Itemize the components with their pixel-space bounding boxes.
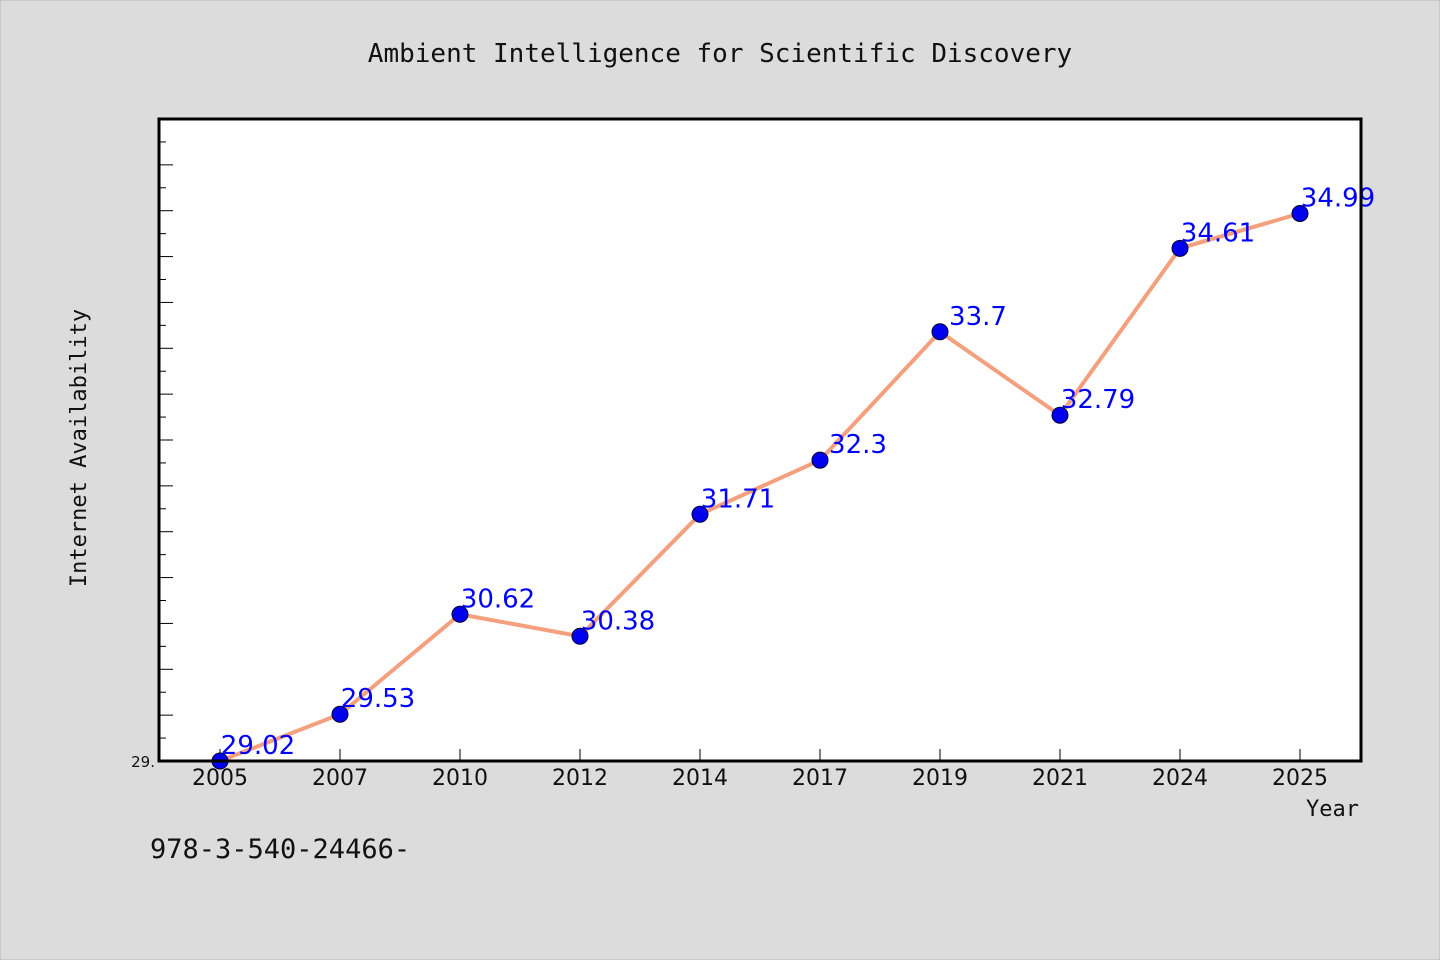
x-tick-label: 2010: [432, 766, 488, 791]
x-tick-label: 2005: [192, 766, 248, 791]
data-labels: 29.02 29.53 30.62 30.38 31.71 32.3 33.7 32.79 34…: [221, 183, 1375, 761]
x-tick-label: 2007: [312, 766, 368, 791]
y-axis-label: Internet Availability: [67, 309, 92, 587]
series-layer: [211, 204, 1309, 770]
plot-area: [159, 119, 1361, 761]
data-point: [811, 451, 829, 469]
x-tick-label: 2017: [792, 766, 848, 791]
plot-frame: [157, 117, 1363, 763]
data-point: [931, 323, 949, 341]
data-label: 34.61: [1181, 218, 1255, 248]
x-tick-label: 2019: [912, 766, 968, 791]
data-label: 34.99: [1301, 183, 1375, 213]
data-label: 33.7: [949, 302, 1007, 332]
data-point: [451, 605, 469, 623]
y-tick-label: 29.: [131, 753, 155, 771]
data-point: [331, 705, 349, 723]
data-label: 30.38: [581, 606, 655, 636]
data-point: [571, 627, 589, 645]
data-label: 32.79: [1061, 385, 1135, 415]
x-tick-label: 2014: [672, 766, 728, 791]
data-label: 30.62: [461, 584, 535, 614]
footer-isbn-text: 978-3-540-24466-: [150, 834, 411, 865]
x-tick-label: 2012: [552, 766, 608, 791]
chart-title: Ambient Intelligence for Scientific Disc…: [368, 39, 1072, 69]
x-axis-label: Year: [1306, 797, 1359, 822]
x-tick-label: 2025: [1272, 766, 1328, 791]
series-line: [219, 211, 1301, 763]
x-tick-label: 2021: [1032, 766, 1088, 791]
x-axis-ticks: 2005 2007 2010 2012 2014 2017 2019 2021 2024 2025: [192, 749, 1328, 791]
data-point: [1171, 239, 1189, 257]
x-tick-label: 2024: [1152, 766, 1208, 791]
data-label: 29.02: [221, 731, 295, 761]
data-point: [1291, 204, 1309, 222]
data-label: 31.71: [701, 484, 775, 514]
data-label: 32.3: [829, 430, 887, 460]
data-point: [1051, 406, 1069, 424]
data-point: [691, 505, 709, 523]
data-label: 29.53: [341, 684, 415, 714]
